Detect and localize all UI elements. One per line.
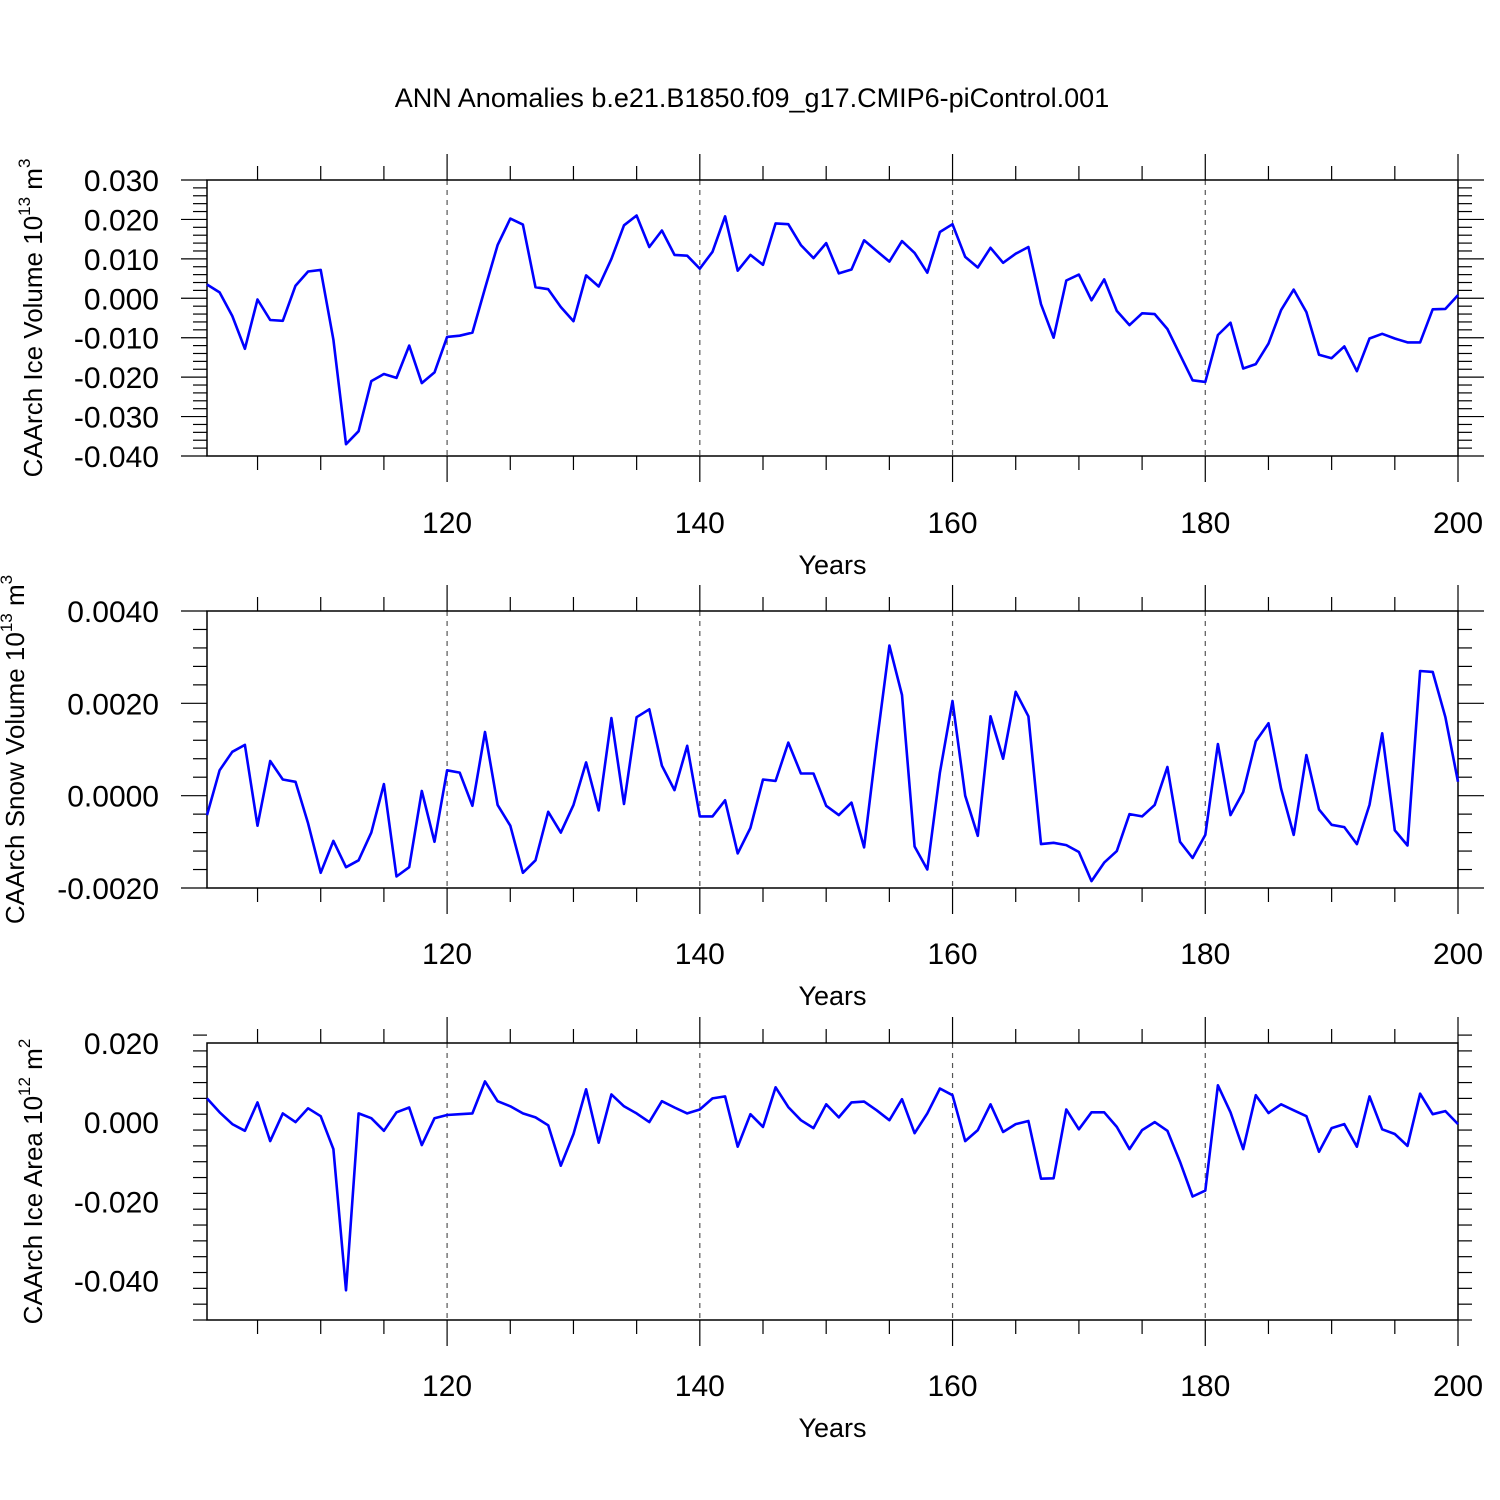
snow-volume-ytick-label: 0.0020 xyxy=(67,688,159,721)
ice-area-xtick-label: 120 xyxy=(422,1370,472,1403)
snow-volume-xtick-label: 140 xyxy=(675,938,725,971)
ice-volume-ytick-label: 0.010 xyxy=(84,244,159,277)
snow-volume-x-axis-title: Years xyxy=(798,981,866,1011)
ice-area-series-line xyxy=(206,1080,1459,1292)
snow-volume-plot-frame xyxy=(206,610,1459,889)
ice-area-ytick-label: 0.020 xyxy=(84,1028,159,1061)
ice-area-x-axis-title: Years xyxy=(798,1413,866,1443)
snow-volume-ytick-label: 0.0040 xyxy=(67,596,159,629)
ice-area-xtick-label: 180 xyxy=(1180,1370,1230,1403)
ice-volume-ytick-label: -0.040 xyxy=(74,441,159,474)
ice-volume-xtick-label: 180 xyxy=(1180,507,1230,540)
ice-volume-ytick-label: -0.020 xyxy=(74,362,159,395)
ice-volume-ytick-label: 0.030 xyxy=(84,165,159,198)
ice-area-ytick-label: 0.000 xyxy=(84,1107,159,1140)
ice-volume-ytick-label: 0.000 xyxy=(84,283,159,316)
snow-volume-ytick-label: -0.0020 xyxy=(57,873,159,906)
snow-volume-xtick-label: 200 xyxy=(1433,938,1483,971)
snow-volume-y-axis-title: CAArch Snow Volume 1013 m3 xyxy=(0,575,30,924)
ice-volume-xtick-label: 140 xyxy=(675,507,725,540)
ice-volume-xtick-label: 200 xyxy=(1433,507,1483,540)
ice-volume-xtick-label: 120 xyxy=(422,507,472,540)
ice-area-xtick-label: 200 xyxy=(1433,1370,1483,1403)
ice-volume-x-axis-title: Years xyxy=(798,550,866,580)
ice-volume-xtick-label: 160 xyxy=(928,507,978,540)
ice-area-ytick-label: -0.040 xyxy=(74,1265,159,1298)
ice-volume-series-line xyxy=(206,214,1459,446)
ice-area-xtick-label: 160 xyxy=(928,1370,978,1403)
snow-volume-xtick-label: 120 xyxy=(422,938,472,971)
snow-volume-xtick-label: 180 xyxy=(1180,938,1230,971)
ice-volume-y-axis-title: CAArch Ice Volume 1013 m3 xyxy=(15,159,48,478)
snow-volume-xtick-label: 160 xyxy=(928,938,978,971)
snow-volume-series-line xyxy=(205,644,1460,883)
ice-volume-ytick-label: -0.010 xyxy=(74,323,159,356)
ice-volume-ytick-label: -0.030 xyxy=(74,402,159,435)
ice-area-ytick-label: -0.020 xyxy=(74,1186,159,1219)
panel-ice-volume: 0.030 0.020 0.010 0.000 -0.010 -0.020 -0.030 -0… xyxy=(15,154,1484,580)
panel-ice-area: 0.020 0.000 -0.020 -0.040 120 140 160 180 200 Yea… xyxy=(15,1017,1483,1443)
panel-snow-volume: 0.0040 0.0020 0.0000 -0.0020 120 140 160 180 200… xyxy=(0,575,1484,1011)
ice-volume-plot-frame xyxy=(206,179,1459,457)
ice-area-xtick-label: 140 xyxy=(675,1370,725,1403)
snow-volume-ytick-label: 0.0000 xyxy=(67,781,159,814)
ice-area-plot-frame xyxy=(206,1042,1459,1321)
figure-title: ANN Anomalies b.e21.B1850.f09_g17.CMIP6-… xyxy=(395,83,1109,113)
ice-area-y-axis-title: CAArch Ice Area 1012 m2 xyxy=(15,1039,48,1325)
ice-volume-ytick-label: 0.020 xyxy=(84,204,159,237)
